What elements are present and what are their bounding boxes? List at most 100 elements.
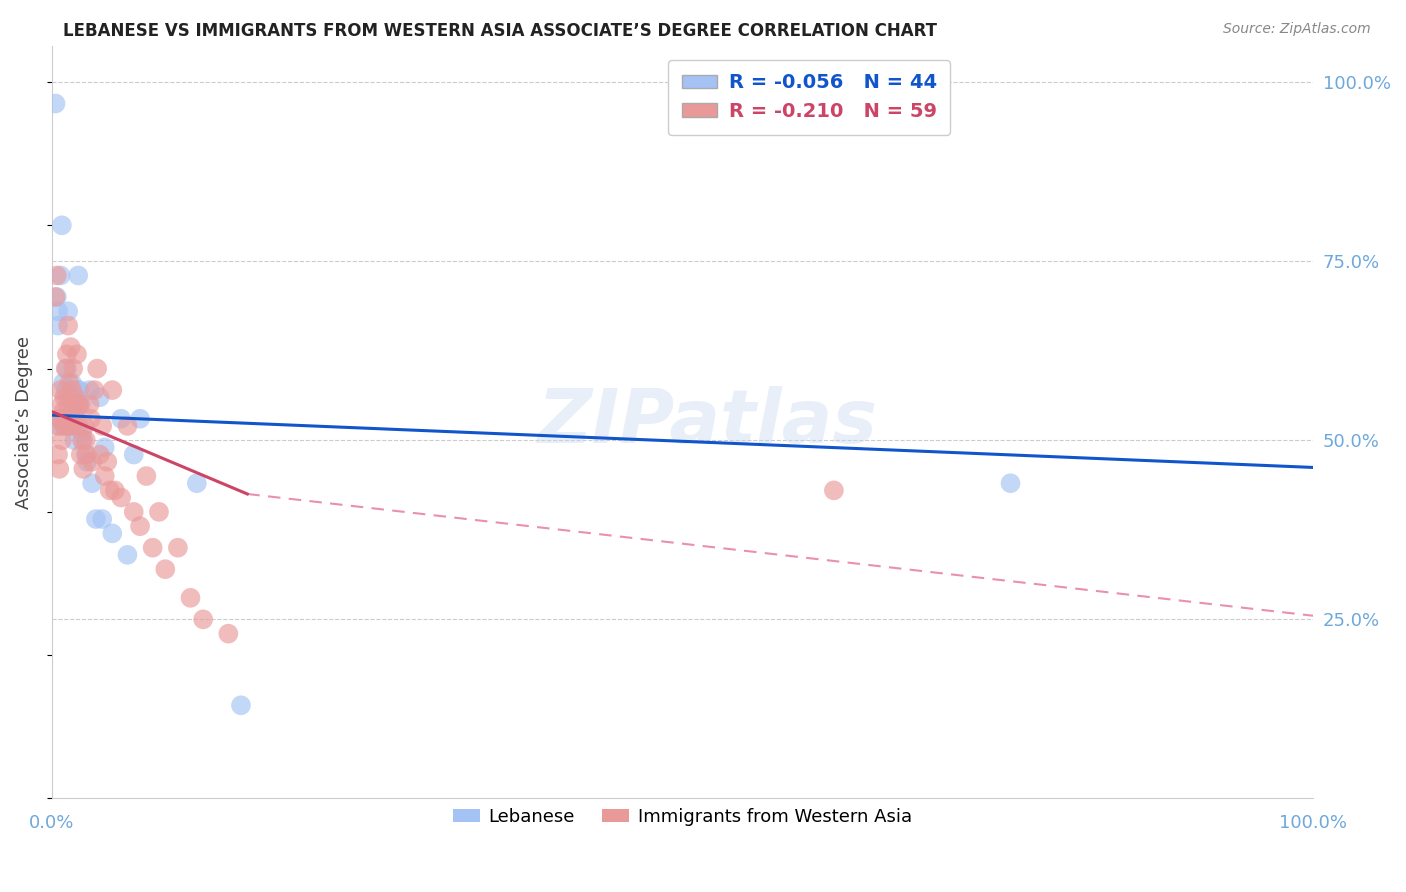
Point: [69, 383, 91, 397]
Point: [60, 383, 83, 397]
Point: [45, 290, 67, 304]
Point: [69, 397, 91, 411]
Point: [80, 411, 103, 425]
Point: [56, 304, 79, 318]
Point: [142, 541, 165, 555]
Point: [44, 96, 66, 111]
Point: [1000, 476, 1022, 491]
Point: [75, 434, 97, 448]
Point: [48, 462, 70, 476]
Point: [98, 483, 121, 498]
Point: [83, 383, 105, 397]
Text: Source: ZipAtlas.com: Source: ZipAtlas.com: [1223, 22, 1371, 37]
Point: [46, 418, 69, 433]
Point: [155, 562, 177, 576]
Point: [53, 418, 76, 433]
Point: [82, 476, 104, 491]
Point: [51, 434, 73, 448]
Point: [63, 404, 86, 418]
Point: [63, 434, 86, 448]
Point: [46, 304, 69, 318]
Y-axis label: Associate’s Degree: Associate’s Degree: [15, 335, 32, 508]
Point: [58, 376, 80, 390]
Point: [191, 612, 214, 626]
Point: [93, 441, 115, 455]
Point: [55, 361, 77, 376]
Point: [59, 340, 82, 354]
Point: [53, 390, 76, 404]
Point: [49, 383, 72, 397]
Point: [60, 418, 83, 433]
Point: [69, 397, 91, 411]
Point: [110, 411, 132, 425]
Point: [79, 383, 101, 397]
Point: [72, 462, 94, 476]
Point: [55, 383, 77, 397]
Point: [82, 455, 104, 469]
Point: [93, 469, 115, 483]
Point: [96, 455, 118, 469]
Point: [101, 383, 124, 397]
Point: [104, 483, 127, 498]
Point: [48, 411, 70, 425]
Point: [52, 404, 75, 418]
Point: [45, 268, 67, 283]
Point: [56, 361, 79, 376]
Point: [66, 383, 89, 397]
Point: [91, 512, 114, 526]
Point: [122, 505, 145, 519]
Point: [76, 448, 98, 462]
Point: [129, 519, 152, 533]
Point: [73, 418, 96, 433]
Point: [51, 219, 73, 233]
Point: [229, 698, 252, 713]
Point: [91, 418, 114, 433]
Point: [70, 426, 93, 441]
Point: [58, 418, 80, 433]
Point: [186, 476, 208, 491]
Point: [67, 397, 90, 411]
Point: [823, 483, 845, 498]
Text: ZIPatlas: ZIPatlas: [537, 386, 877, 458]
Point: [48, 418, 70, 433]
Point: [44, 290, 66, 304]
Point: [52, 376, 75, 390]
Point: [46, 448, 69, 462]
Text: LEBANESE VS IMMIGRANTS FROM WESTERN ASIA ASSOCIATE’S DEGREE CORRELATION CHART: LEBANESE VS IMMIGRANTS FROM WESTERN ASIA…: [63, 22, 938, 40]
Point: [72, 434, 94, 448]
Point: [117, 418, 139, 433]
Point: [70, 434, 93, 448]
Point: [67, 268, 90, 283]
Point: [129, 411, 152, 425]
Point: [60, 376, 83, 390]
Point: [65, 390, 87, 404]
Point: [46, 318, 69, 333]
Point: [56, 397, 79, 411]
Point: [56, 411, 79, 425]
Point: [89, 390, 111, 404]
Point: [122, 448, 145, 462]
Point: [69, 448, 91, 462]
Point: [79, 397, 101, 411]
Point: [49, 268, 72, 283]
Point: [59, 418, 82, 433]
Point: [56, 390, 79, 404]
Point: [65, 404, 87, 418]
Point: [56, 318, 79, 333]
Point: [101, 526, 124, 541]
Point: [58, 418, 80, 433]
Point: [86, 361, 108, 376]
Point: [76, 455, 98, 469]
Point: [135, 469, 157, 483]
Point: [49, 411, 72, 425]
Point: [75, 448, 97, 462]
Point: [66, 347, 89, 361]
Point: [62, 418, 84, 433]
Point: [117, 548, 139, 562]
Point: [60, 404, 83, 418]
Point: [62, 361, 84, 376]
Point: [148, 505, 170, 519]
Point: [89, 448, 111, 462]
Point: [51, 397, 73, 411]
Point: [110, 491, 132, 505]
